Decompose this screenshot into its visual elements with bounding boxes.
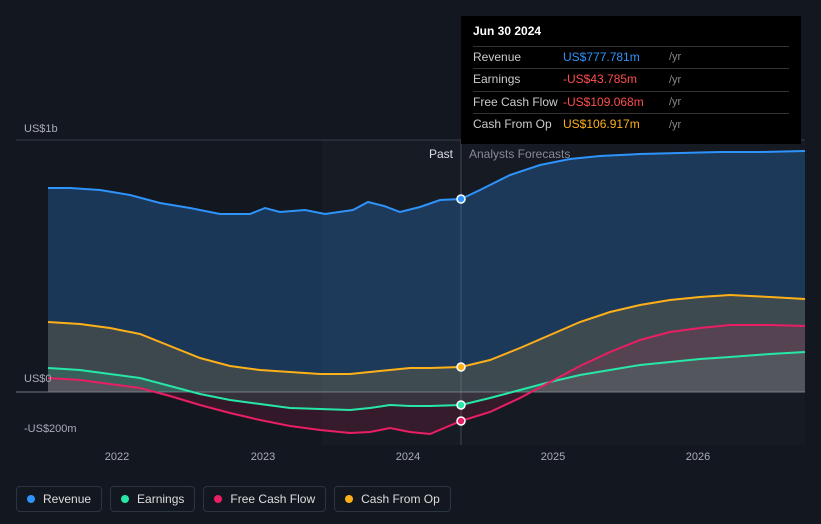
- svg-text:2022: 2022: [105, 451, 129, 463]
- svg-text:2023: 2023: [251, 451, 275, 463]
- chart-tooltip: Jun 30 2024 RevenueUS$777.781m/yrEarning…: [461, 16, 801, 144]
- tooltip-suffix: /yr: [669, 95, 681, 109]
- svg-text:US$1b: US$1b: [24, 123, 58, 135]
- tooltip-title: Jun 30 2024: [473, 24, 789, 40]
- svg-text:2026: 2026: [686, 451, 710, 463]
- legend-label: Cash From Op: [361, 492, 440, 506]
- chart-legend: Revenue Earnings Free Cash Flow Cash From O…: [16, 486, 451, 512]
- legend-dot-icon: [345, 495, 353, 503]
- legend-item[interactable]: Revenue: [16, 486, 102, 512]
- svg-text:-US$200m: -US$200m: [24, 423, 77, 435]
- svg-text:Past: Past: [429, 147, 454, 161]
- legend-dot-icon: [27, 495, 35, 503]
- legend-item[interactable]: Earnings: [110, 486, 195, 512]
- tooltip-label: Revenue: [473, 50, 563, 66]
- tooltip-row: Free Cash Flow-US$109.068m/yr: [473, 91, 789, 114]
- tooltip-row: Cash From OpUS$106.917m/yr: [473, 113, 789, 136]
- tooltip-value: -US$109.068m: [563, 95, 663, 111]
- legend-dot-icon: [214, 495, 222, 503]
- svg-text:2024: 2024: [396, 451, 420, 463]
- tooltip-value: US$106.917m: [563, 117, 663, 133]
- tooltip-suffix: /yr: [669, 50, 681, 64]
- tooltip-suffix: /yr: [669, 118, 681, 132]
- legend-item[interactable]: Free Cash Flow: [203, 486, 326, 512]
- legend-item[interactable]: Cash From Op: [334, 486, 451, 512]
- tooltip-suffix: /yr: [669, 73, 681, 87]
- tooltip-label: Free Cash Flow: [473, 95, 563, 111]
- tooltip-label: Earnings: [473, 72, 563, 88]
- tooltip-label: Cash From Op: [473, 117, 563, 133]
- tooltip-value: US$777.781m: [563, 50, 663, 66]
- tooltip-value: -US$43.785m: [563, 72, 663, 88]
- svg-text:2025: 2025: [541, 451, 565, 463]
- legend-label: Revenue: [43, 492, 91, 506]
- svg-text:Analysts Forecasts: Analysts Forecasts: [469, 147, 570, 161]
- legend-label: Earnings: [137, 492, 184, 506]
- tooltip-row: RevenueUS$777.781m/yr: [473, 46, 789, 69]
- legend-dot-icon: [121, 495, 129, 503]
- svg-text:US$0: US$0: [24, 373, 52, 385]
- legend-label: Free Cash Flow: [230, 492, 315, 506]
- tooltip-row: Earnings-US$43.785m/yr: [473, 68, 789, 91]
